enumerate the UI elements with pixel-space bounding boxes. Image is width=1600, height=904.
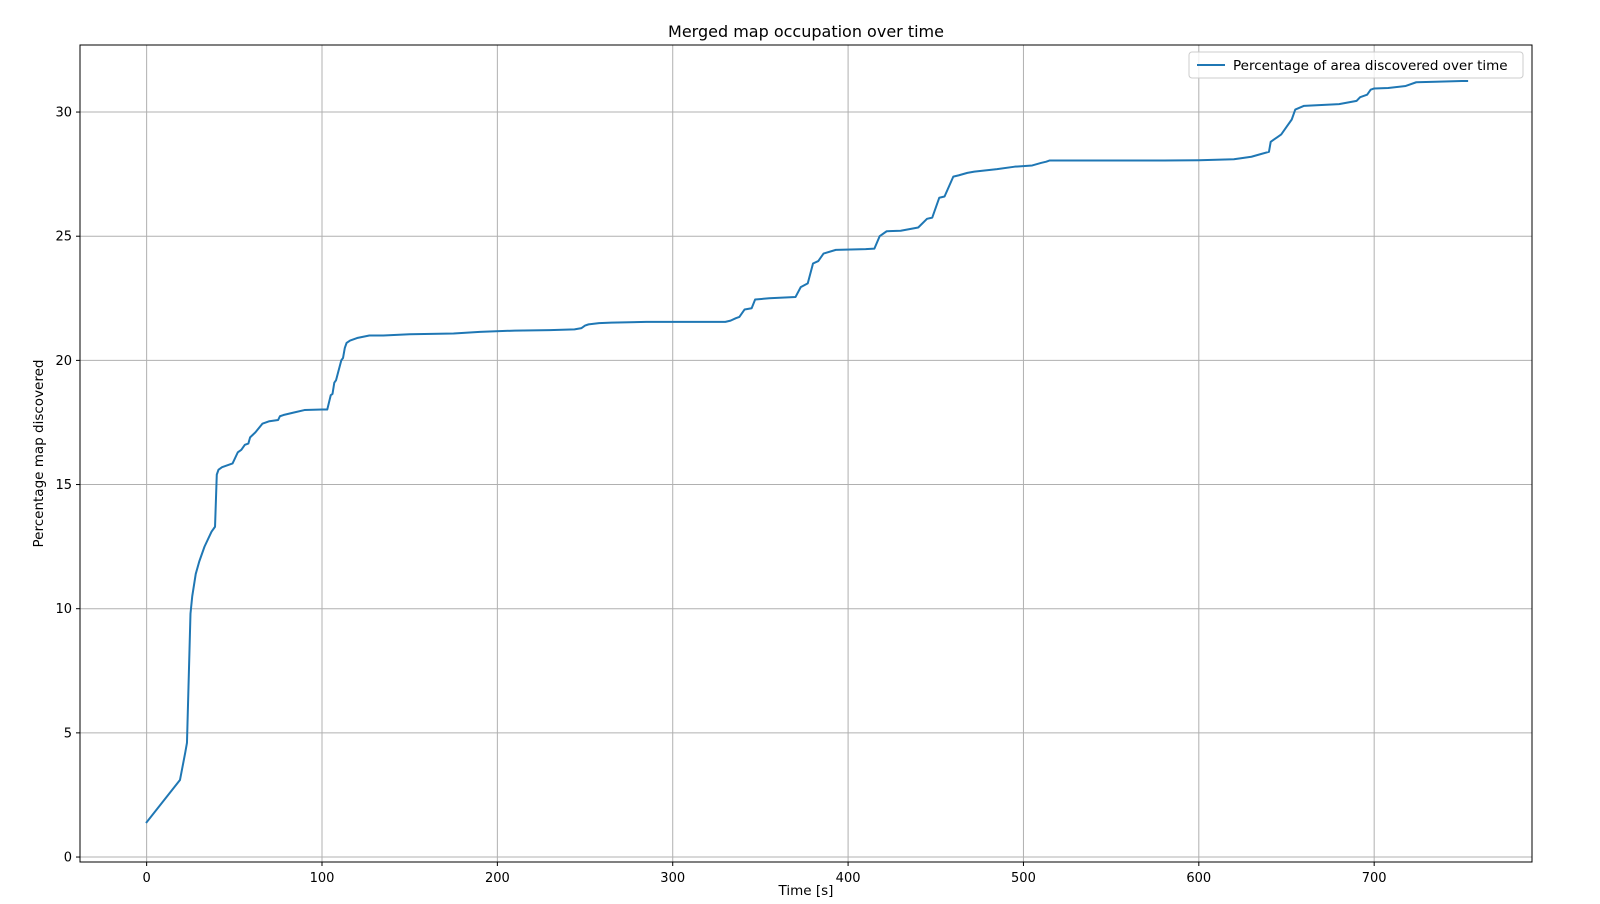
legend: Percentage of area discovered over time <box>1188 51 1524 79</box>
x-tick-label: 700 <box>1362 871 1387 886</box>
chart-title: Merged map occupation over time <box>668 22 944 41</box>
legend-label: Percentage of area discovered over time <box>1233 58 1508 74</box>
x-tick-label: 400 <box>836 871 861 886</box>
x-tick-label: 500 <box>1011 871 1036 886</box>
series-layer <box>145 80 1469 824</box>
x-tick-label: 100 <box>310 871 335 886</box>
y-tick-label: 20 <box>55 354 72 369</box>
y-tick-label: 25 <box>55 230 72 245</box>
x-tick-label: 600 <box>1186 871 1211 886</box>
x-axis-label: Time [s] <box>778 883 834 899</box>
y-tick-label: 5 <box>64 726 72 741</box>
y-axis-ticks: 0 5 10 15 20 25 30 <box>55 106 80 866</box>
y-tick-label: 30 <box>55 106 72 121</box>
x-tick-label: 200 <box>485 871 510 886</box>
x-axis-ticks: 0 100 200 300 400 500 600 700 <box>142 862 1387 886</box>
y-tick-label: 15 <box>55 478 72 493</box>
plot-area-frame <box>79 44 1533 863</box>
y-tick-label: 10 <box>55 602 72 617</box>
y-tick-label: 0 <box>64 851 72 866</box>
legend-box <box>1188 51 1524 79</box>
series-line <box>145 80 1469 824</box>
grid-lines <box>80 45 1532 862</box>
x-tick-label: 0 <box>142 871 150 886</box>
x-tick-label: 300 <box>660 871 685 886</box>
y-axis-label: Percentage map discovered <box>31 360 47 548</box>
